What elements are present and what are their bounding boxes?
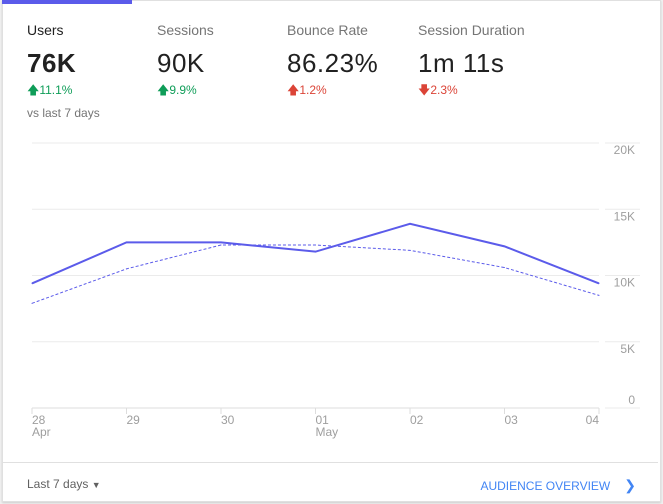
data-point — [126, 241, 127, 243]
arrow-up-icon: 🡅 — [287, 83, 300, 97]
comparison-label: vs last 7 days — [27, 106, 100, 120]
x-tick-sublabel: Apr — [32, 425, 51, 439]
data-point — [220, 244, 222, 246]
chevron-right-icon: ❯ — [624, 477, 636, 493]
metric-label: Session Duration — [418, 22, 525, 38]
x-tick-label: 04 — [586, 413, 600, 427]
data-point — [220, 241, 222, 243]
metric-users[interactable]: Users 76K 🡅11.1% vs last 7 days — [27, 22, 100, 120]
metric-delta: 🡅11.1% — [27, 81, 100, 102]
metric-label: Sessions — [157, 22, 214, 38]
data-point — [598, 282, 600, 284]
x-tick-label: 30 — [221, 413, 235, 427]
x-tick-label: 03 — [505, 413, 519, 427]
metric-delta-value: 1.2% — [299, 83, 327, 97]
metric-value: 1m 11s — [418, 48, 505, 78]
data-point — [504, 267, 505, 269]
audience-overview-link[interactable]: AUDIENCE OVERVIEW ❯ — [480, 477, 636, 494]
metric-label: Bounce Rate — [287, 22, 368, 38]
data-point — [409, 249, 411, 251]
data-point — [598, 294, 600, 296]
arrow-up-icon: 🡅 — [157, 83, 170, 97]
data-point — [31, 282, 33, 284]
previous-period-line — [31, 244, 600, 304]
metric-label: Users — [27, 22, 64, 38]
card-footer: Last 7 days ▼ AUDIENCE OVERVIEW ❯ — [3, 462, 658, 500]
metric-value: 86.23% — [287, 48, 379, 78]
metric-delta: 🡅9.9% — [157, 81, 214, 102]
metric-delta-value: 9.9% — [169, 83, 197, 97]
current-period-line — [31, 222, 600, 285]
audience-overview-label: AUDIENCE OVERVIEW — [480, 479, 611, 493]
metric-sessions[interactable]: Sessions 90K 🡅9.9% — [157, 22, 214, 102]
metric-session-duration[interactable]: Session Duration 1m 11s 🡇2.3% — [418, 22, 525, 102]
caret-down-icon: ▼ — [91, 480, 101, 490]
y-tick-label: 5K — [620, 342, 635, 356]
x-tick-label: 29 — [127, 413, 141, 427]
data-point — [31, 302, 33, 304]
data-point — [126, 268, 127, 270]
metric-value: 76K — [27, 48, 77, 78]
data-point — [504, 245, 505, 247]
y-tick-label: 20K — [614, 143, 635, 157]
metric-bounce-rate[interactable]: Bounce Rate 86.23% 🡅1.2% — [287, 22, 378, 102]
arrow-down-icon: 🡇 — [418, 83, 431, 97]
y-tick-label: 0 — [628, 393, 635, 407]
y-tick-label: 15K — [614, 209, 635, 223]
metric-delta-value: 2.3% — [430, 83, 458, 97]
metric-delta-value: 11.1% — [39, 83, 73, 97]
date-range-dropdown[interactable]: Last 7 days ▼ — [27, 477, 101, 491]
metric-delta: 🡇2.3% — [418, 81, 525, 102]
date-range-label: Last 7 days — [27, 477, 89, 491]
metric-delta: 🡅1.2% — [287, 81, 378, 102]
data-point — [315, 251, 316, 253]
x-tick-sublabel: May — [316, 425, 339, 439]
metric-value: 90K — [157, 48, 205, 78]
x-tick-label: 01 — [316, 413, 330, 427]
active-metric-indicator — [2, 0, 132, 4]
data-point — [315, 244, 316, 246]
y-tick-label: 10K — [614, 276, 635, 290]
data-point — [409, 223, 411, 225]
x-tick-label: 28 — [32, 413, 46, 427]
arrow-up-icon: 🡅 — [27, 83, 40, 97]
x-tick-label: 02 — [410, 413, 424, 427]
